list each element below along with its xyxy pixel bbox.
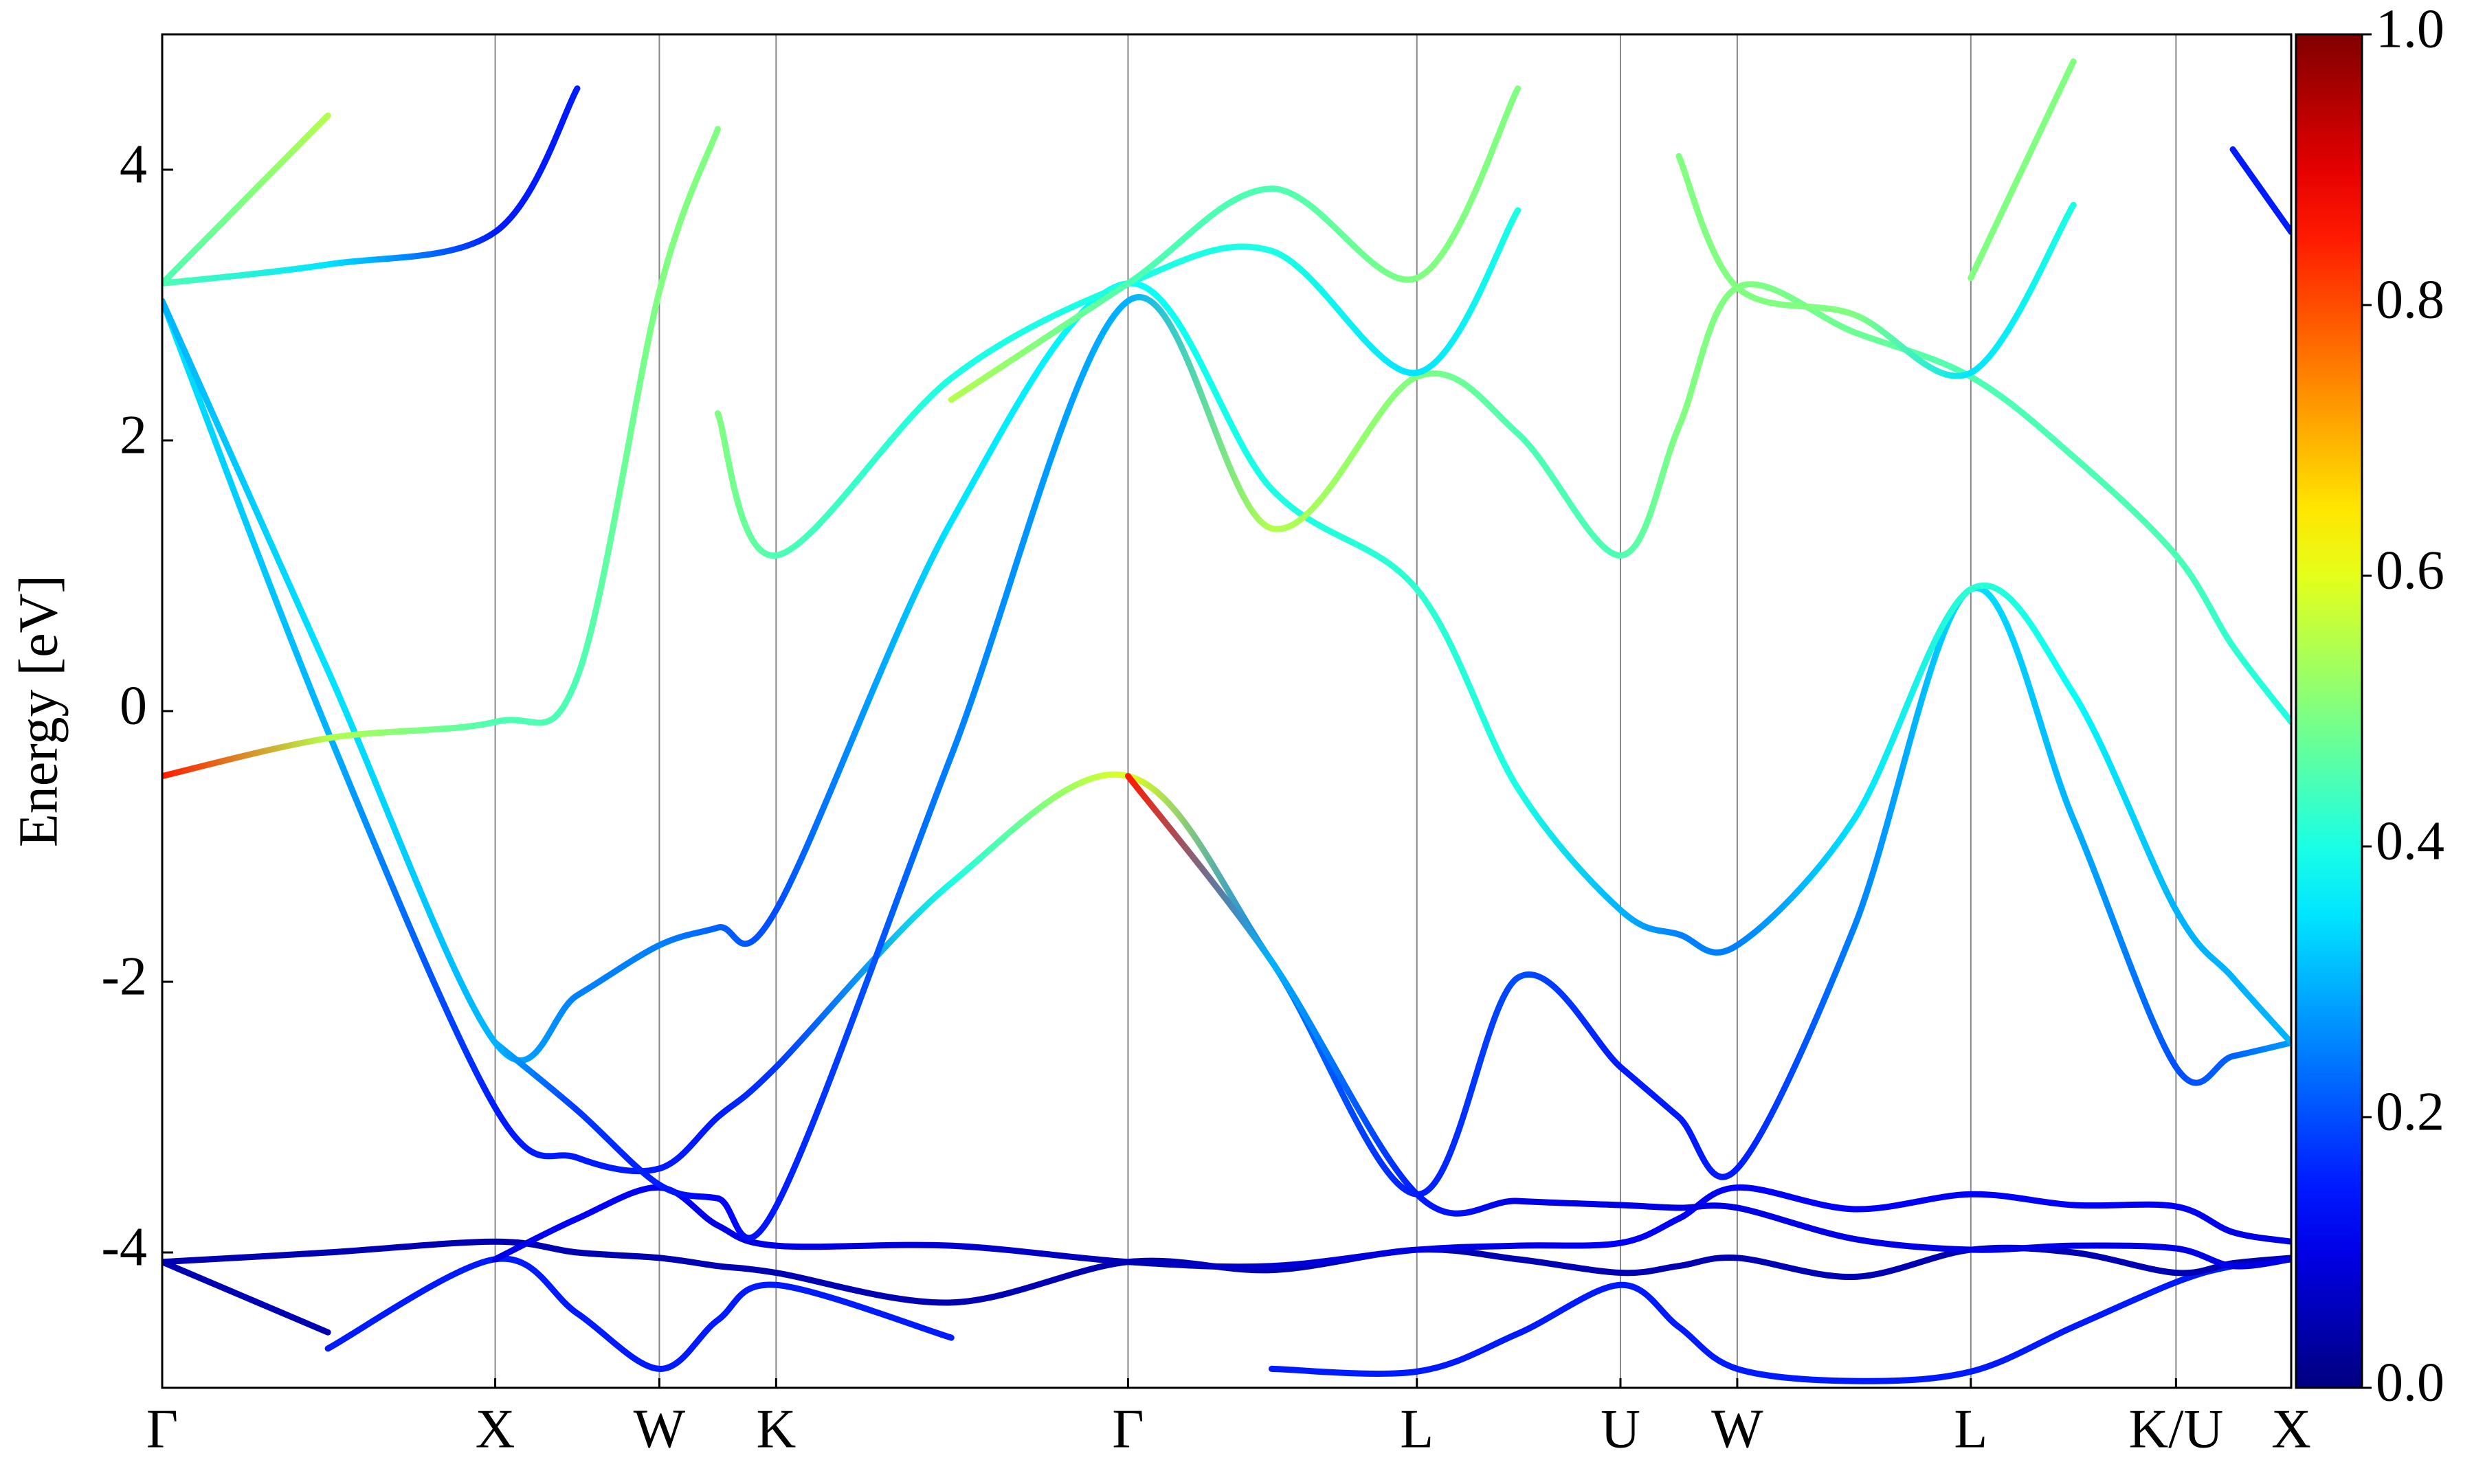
band-line [162, 85, 581, 286]
y-tick-label: 4 [120, 134, 147, 194]
band-line [1268, 1256, 2291, 1384]
x-tick-label: W [634, 1399, 686, 1459]
colorbar-tick-label: 0.0 [2376, 1352, 2444, 1413]
x-tick-label: X [2271, 1399, 2311, 1459]
band-line [1675, 153, 2077, 379]
x-tick-label: Γ [146, 1399, 178, 1459]
x-tick-label: W [1711, 1399, 1763, 1459]
y-tick-label: -4 [101, 1217, 147, 1277]
y-axis-label: Energy [eV] [8, 575, 69, 847]
band-line [162, 112, 331, 286]
x-tick-label: Γ [1112, 1399, 1144, 1459]
colorbar-tick-label: 0.8 [2376, 269, 2444, 330]
band-line [492, 281, 2291, 1241]
band-line [162, 126, 721, 780]
band-line [1124, 773, 2291, 1270]
bands [162, 58, 2291, 1384]
colorbar-tick-label: 0.2 [2376, 1081, 2444, 1142]
x-tick-label: X [476, 1399, 515, 1459]
band-line [324, 1255, 955, 1372]
band-line [492, 1184, 2291, 1270]
y-tick-label: -2 [101, 946, 147, 1007]
y-tick-label: 2 [120, 405, 147, 465]
colorbar [2295, 33, 2363, 1389]
band-line [2229, 146, 2291, 236]
band-line [1968, 58, 2077, 282]
band-line [714, 207, 1522, 559]
colorbar-tick-label: 1.0 [2376, 0, 2444, 59]
x-tick-label: U [1601, 1399, 1640, 1459]
band-line [162, 297, 2291, 1198]
colorbar-tick-label: 0.6 [2376, 540, 2444, 600]
x-tick-label: L [1400, 1399, 1434, 1459]
x-tick-label: K [756, 1399, 796, 1459]
plot-frame [161, 33, 2293, 1389]
x-tick-label: K/U [2128, 1399, 2223, 1459]
x-tick-label: L [1954, 1399, 1987, 1459]
colorbar-tick-label: 0.4 [2376, 811, 2444, 871]
y-tick-label: 0 [120, 675, 147, 736]
band-line [162, 280, 2291, 1064]
band-line [162, 1259, 331, 1336]
band-line [948, 85, 1522, 403]
